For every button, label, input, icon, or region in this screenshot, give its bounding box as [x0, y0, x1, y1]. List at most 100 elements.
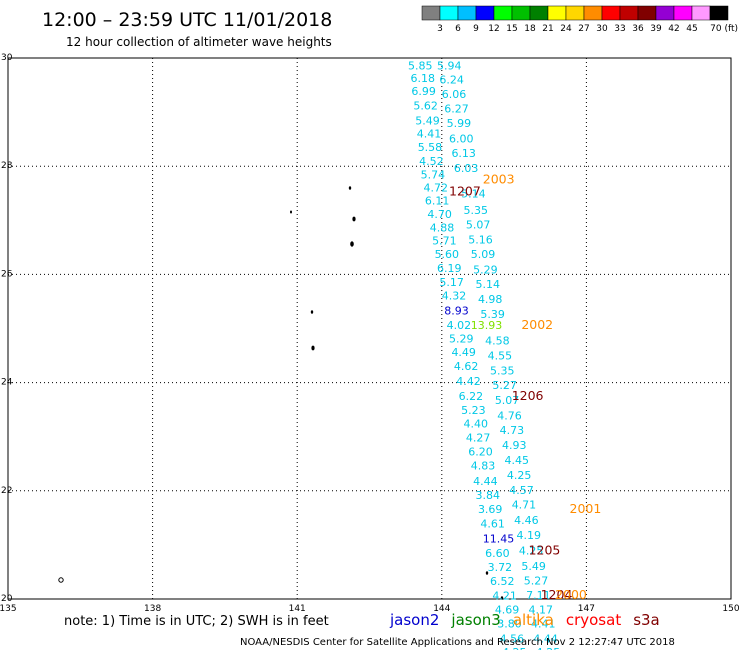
wave-height-value: 4.93 — [502, 439, 527, 452]
colorbar-label: 70 (ft) — [710, 24, 738, 34]
satellite-legend-jason3: jason3 — [450, 611, 500, 629]
color-scale-legend: 3 6 9 12 15 18 21 24 27 30 33 36 39 42 45 70 (ft) — [421, 5, 738, 34]
colorbar-label: 30 — [596, 24, 608, 34]
island-marker — [500, 596, 504, 600]
island-markers — [58, 186, 504, 600]
latitude-label: 30 — [1, 53, 13, 63]
pass-time-label: 2003 — [483, 172, 515, 187]
pass-time-label: 1206 — [512, 388, 544, 403]
wave-height-value: 4.61 — [480, 518, 505, 531]
wave-height-value: 6.13 — [451, 147, 476, 160]
island-marker — [310, 310, 314, 314]
wave-height-value: 4.27 — [466, 432, 491, 445]
latitude-label: 24 — [1, 378, 13, 388]
colorbar-label: 33 — [614, 24, 625, 34]
wave-height-value: 5.74 — [421, 169, 446, 182]
satellite-legend: jason2 jason3 altika cryosat s3a — [389, 611, 660, 629]
colorbar-label: 45 — [686, 24, 697, 34]
wave-height-value: 6.60 — [485, 547, 510, 560]
longitude-label: 144 — [433, 604, 450, 614]
colorbar-label: 18 — [524, 24, 536, 34]
satellite-legend-s3a: s3a — [633, 611, 660, 629]
colorbar-swatch — [601, 5, 621, 21]
longitude-labels: 135 138 141 144 147 150 — [0, 604, 740, 614]
wave-height-value: 6.11 — [425, 195, 450, 208]
colorbar-swatch — [529, 5, 549, 21]
colorbar-swatch — [619, 5, 639, 21]
wave-height-value: 5.60 — [435, 248, 460, 261]
plot-frame — [7, 57, 732, 600]
latitude-label: 26 — [1, 269, 13, 279]
latitude-label: 20 — [1, 594, 13, 604]
wave-height-value: 6.00 — [449, 132, 474, 145]
island-marker — [485, 571, 489, 575]
longitude-label: 150 — [722, 604, 739, 614]
wave-height-value: 5.14 — [461, 188, 486, 201]
wave-height-value: 6.52 — [490, 575, 515, 588]
wave-height-value: 4.21 — [492, 590, 517, 603]
colorbar-swatch — [493, 5, 513, 21]
wave-height-value: 4.56 — [500, 632, 525, 645]
wave-height-value: 6.19 — [437, 262, 462, 275]
pass-time-label: 2000 — [555, 587, 587, 602]
colorbar-label: 42 — [668, 24, 679, 34]
island-marker — [348, 186, 352, 190]
wave-height-value: 5.39 — [480, 308, 505, 321]
colorbar-swatch — [691, 5, 711, 21]
colorbar-label: 39 — [650, 24, 662, 34]
wave-height-value: 4.41 — [417, 128, 442, 141]
wave-height-value: 5.62 — [413, 99, 438, 112]
wave-height-value: 4.25 — [502, 646, 527, 650]
colorbar-swatch — [511, 5, 531, 21]
pass-time-label: 1204 — [541, 587, 573, 602]
wave-height-value: 4.52 — [419, 155, 444, 168]
wave-height-value: 6.06 — [442, 88, 467, 101]
latitude-label: 28 — [1, 161, 13, 171]
satellite-legend-jason2: jason2 — [389, 611, 439, 629]
wave-height-value: 4.40 — [463, 418, 488, 431]
map-subtitle: 12 hour collection of altimeter wave hei… — [66, 35, 332, 49]
colorbar-label: 21 — [542, 24, 553, 34]
wave-height-value: 4.57 — [509, 484, 534, 497]
colorbar-label: 24 — [560, 24, 572, 34]
wave-height-value: 5.14 — [476, 278, 501, 291]
latitude-labels: 30 28 26 24 22 20 — [1, 53, 13, 604]
satellite-legend-altika: altika — [513, 611, 554, 629]
island-marker — [290, 210, 292, 214]
wave-height-value: 7.11 — [526, 589, 551, 602]
wave-height-value: 4.46 — [514, 514, 539, 527]
wave-height-value: 3.72 — [488, 561, 512, 574]
map-title: 12:00 – 23:59 UTC 11/01/2018 — [42, 9, 332, 31]
colorbar-label: 15 — [506, 24, 517, 34]
latitude-label: 22 — [1, 486, 12, 496]
colorbar-swatch — [583, 5, 603, 21]
wave-height-value: 4.44 — [473, 475, 498, 488]
colorbar-label: 36 — [632, 24, 644, 34]
wave-height-value: 5.85 — [408, 59, 433, 72]
longitude-label: 138 — [144, 604, 161, 614]
wave-height-value: 3.69 — [478, 503, 503, 516]
footer-note: note: 1) Time is in UTC; 2) SWH is in fe… — [64, 614, 329, 629]
colorbar-swatch — [709, 5, 729, 21]
wave-height-value: 11.45 — [483, 533, 515, 546]
island-marker — [352, 216, 356, 222]
wave-height-value: 4.41 — [531, 618, 556, 631]
colorbar-swatch — [421, 5, 441, 21]
wave-height-value: 6.20 — [468, 446, 493, 459]
wave-height-value: 4.72 — [423, 182, 448, 195]
wave-height-value: 5.27 — [492, 379, 517, 392]
wave-height-value: 4.25 — [507, 469, 532, 482]
pass-time-label: 2001 — [570, 501, 602, 516]
wave-height-value: 4.25 — [536, 646, 561, 650]
wave-height-value: 6.22 — [459, 390, 484, 403]
wave-height-value: 8.93 — [444, 304, 469, 317]
longitude-label: 141 — [289, 604, 306, 614]
colorbar-label: 27 — [578, 24, 589, 34]
wave-height-value: 4.49 — [451, 346, 476, 359]
colorbar-label: 6 — [455, 24, 461, 34]
wave-height-value: 5.29 — [473, 263, 498, 276]
wave-height-value: 5.27 — [524, 574, 549, 587]
colorbar-swatch — [565, 5, 585, 21]
